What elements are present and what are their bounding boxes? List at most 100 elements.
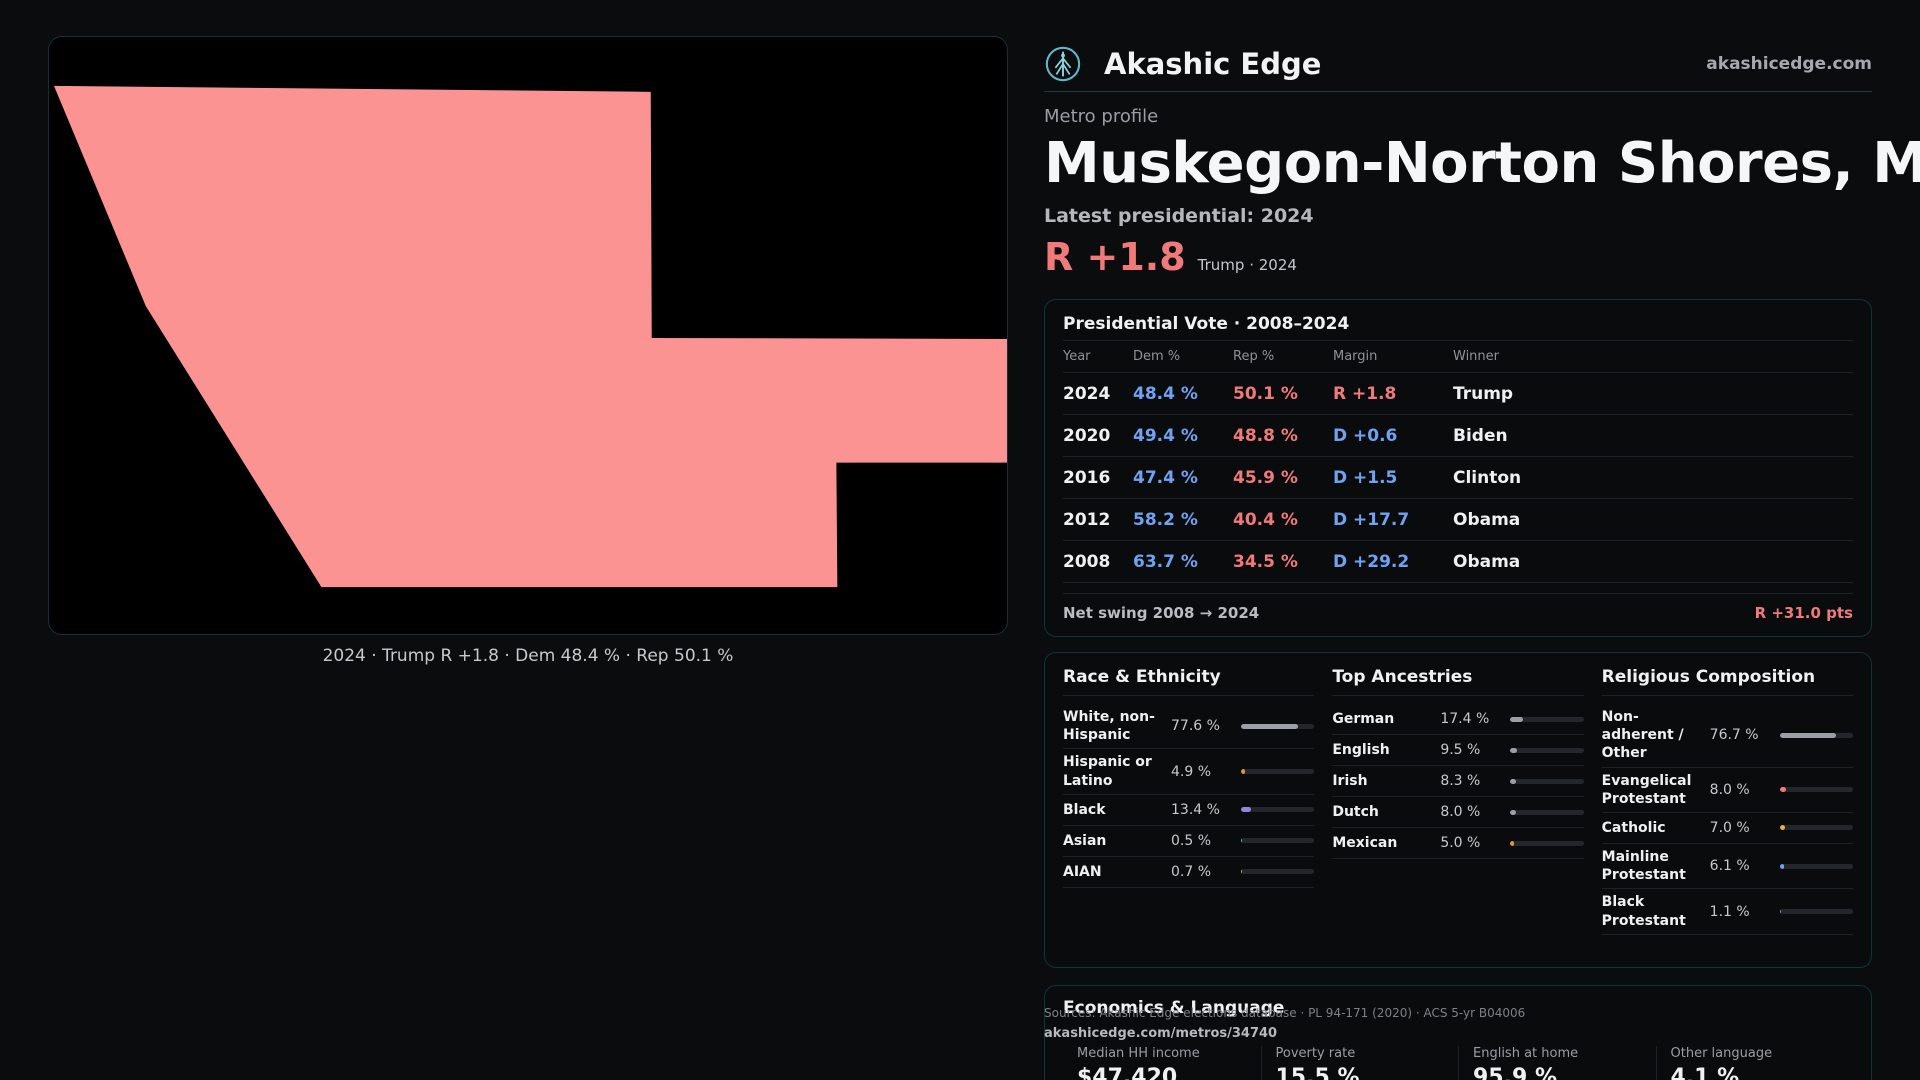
economics-stat: English at home 95.9 % [1458, 1046, 1656, 1080]
column-header-rep: Rep % [1233, 349, 1275, 364]
ancestry-label: Mexican [1332, 834, 1398, 851]
religion-row: Catholic 7.0 % [1601, 813, 1853, 844]
rep-pct-cell: 50.1 % [1233, 383, 1298, 404]
race-label: AIAN [1063, 863, 1102, 880]
metro-boundary-shape [53, 85, 1007, 588]
religion-bar [1779, 732, 1853, 738]
demographics-card: Race & Ethnicity White, non-Hispanic 77.6… [1044, 652, 1872, 968]
economics-stat-value: $47,420 [1077, 1065, 1178, 1080]
table-row[interactable]: 2016 47.4 % 45.9 % D +1.5 Clinton [1063, 457, 1853, 499]
religion-title: Religious Composition [1601, 667, 1853, 696]
presidential-table: Year Dem % Rep % Margin Winner 2024 48.4 … [1063, 340, 1853, 583]
economics-title: Economics & Language [1063, 998, 1285, 1018]
ancestry-bar [1510, 809, 1584, 815]
religion-row: Evangelical Protestant 8.0 % [1601, 768, 1853, 813]
ancestry-bar [1510, 716, 1584, 722]
ancestry-bar [1510, 778, 1584, 784]
rep-pct-cell: 48.8 % [1233, 425, 1298, 446]
table-body: 2024 48.4 % 50.1 % R +1.8 Trump 2020 49.4 % 48.… [1063, 373, 1853, 583]
metro-shape-svg [53, 85, 1007, 588]
dem-pct-cell: 49.4 % [1133, 425, 1198, 446]
profile-header: Akashic Edge akashicedge.com Metro profi… [1044, 36, 1920, 279]
column-header-year: Year [1063, 349, 1091, 364]
sources-note: Sources: Akashic Edge elections database… [1044, 1006, 1526, 1020]
religion-value: 1.1 % [1709, 903, 1750, 920]
race-label: Asian [1063, 832, 1107, 849]
page-title: Muskegon-Norton Shores, MI [1044, 131, 1920, 196]
religion-label: Non-adherent / Other [1601, 709, 1684, 762]
table-row[interactable]: 2008 63.7 % 34.5 % D +29.2 Obama [1063, 541, 1853, 583]
race-bar-fill [1241, 723, 1298, 729]
economics-stat: Median HH income $47,420 [1063, 1046, 1261, 1080]
year-cell: 2024 [1063, 383, 1111, 404]
ancestry-list: German 17.4 % English 9.5 % Irish 8.3 % Dutch 8… [1332, 704, 1584, 859]
margin-cell: D +29.2 [1333, 551, 1410, 572]
metro-map[interactable] [48, 36, 1008, 635]
winner-cell: Clinton [1453, 467, 1522, 488]
religion-row: Non-adherent / Other 76.7 % [1601, 704, 1853, 768]
ancestry-value: 17.4 % [1440, 711, 1490, 727]
ancestry-row: English 9.5 % [1332, 735, 1584, 766]
brand-bar: Akashic Edge akashicedge.com [1044, 36, 1872, 92]
race-value: 4.9 % [1171, 763, 1212, 780]
ancestry-row: Mexican 5.0 % [1332, 828, 1584, 859]
brand-name: Akashic Edge [1104, 46, 1322, 81]
economics-card: Economics & Language Median HH income $47… [1044, 985, 1872, 1080]
race-value: 0.7 % [1171, 863, 1212, 880]
brand[interactable]: Akashic Edge [1044, 45, 1321, 83]
margin-cell: D +0.6 [1333, 425, 1398, 446]
race-ethnicity-section: Race & Ethnicity White, non-Hispanic 77.6… [1063, 667, 1315, 953]
rep-pct-cell: 40.4 % [1233, 509, 1298, 530]
ancestry-label: German [1332, 710, 1395, 727]
economics-stat-label: English at home [1473, 1046, 1579, 1061]
religion-section: Religious Composition Non-adherent / Oth… [1601, 667, 1853, 953]
net-swing-label: Net swing 2008 → 2024 [1063, 604, 1260, 622]
race-ethnicity-title: Race & Ethnicity [1063, 667, 1315, 696]
margin-cell: D +17.7 [1333, 509, 1410, 530]
margin-cell: D +1.5 [1333, 467, 1398, 488]
rep-pct-cell: 34.5 % [1233, 551, 1298, 572]
winner-cell: Obama [1453, 551, 1521, 572]
race-bar [1241, 723, 1315, 729]
year-cell: 2012 [1063, 509, 1111, 530]
religion-bar-fill [1779, 732, 1836, 738]
race-value: 77.6 % [1171, 718, 1220, 735]
ancestry-label: English [1332, 741, 1390, 758]
column-header-dem: Dem % [1133, 349, 1181, 364]
presidential-card-title: Presidential Vote · 2008–2024 [1063, 314, 1350, 334]
ancestry-row: Dutch 8.0 % [1332, 797, 1584, 828]
table-row[interactable]: 2020 49.4 % 48.8 % D +0.6 Biden [1063, 415, 1853, 457]
race-value: 0.5 % [1171, 832, 1212, 849]
site-url-link[interactable]: akashicedge.com [1706, 53, 1872, 74]
ancestry-bar [1510, 840, 1584, 846]
winner-cell: Trump [1453, 383, 1514, 404]
latest-margin-value: R +1.8 [1044, 234, 1186, 279]
ancestry-row: German 17.4 % [1332, 704, 1584, 735]
race-bar-fill [1241, 869, 1242, 875]
economics-grid: Median HH income $47,420 Poverty rate 15.5 … [1063, 1046, 1853, 1080]
ancestry-bar-fill [1510, 716, 1524, 722]
table-row[interactable]: 2024 48.4 % 50.1 % R +1.8 Trump [1063, 373, 1853, 415]
dem-pct-cell: 47.4 % [1133, 467, 1198, 488]
religion-bar [1779, 909, 1853, 914]
margin-cell: R +1.8 [1333, 383, 1397, 404]
ancestry-label: Irish [1332, 772, 1368, 789]
source-url-link[interactable]: akashicedge.com/metros/34740 [1044, 1026, 1278, 1041]
race-bar [1241, 769, 1315, 775]
economics-stat-value: 15.5 % [1275, 1065, 1360, 1080]
economics-stat: Other language 4.1 % [1655, 1046, 1854, 1080]
race-label: Hispanic or Latino [1063, 754, 1152, 789]
table-row[interactable]: 2012 58.2 % 40.4 % D +17.7 Obama [1063, 499, 1853, 541]
year-cell: 2008 [1063, 551, 1111, 572]
race-row: Hispanic or Latino 4.9 % [1063, 749, 1315, 795]
religion-label: Mainline Protestant [1601, 848, 1686, 884]
map-caption: 2024 · Trump R +1.8 · Dem 48.4 % · Rep 5… [322, 646, 734, 666]
winner-cell: Obama [1453, 509, 1521, 530]
religion-bar-fill [1779, 825, 1785, 831]
religion-value: 7.0 % [1709, 819, 1750, 836]
religion-bar-fill [1779, 787, 1786, 793]
race-row: Asian 0.5 % [1063, 826, 1315, 857]
ancestry-bar [1510, 747, 1584, 753]
economics-stat-label: Median HH income [1077, 1046, 1200, 1061]
year-cell: 2016 [1063, 467, 1111, 488]
